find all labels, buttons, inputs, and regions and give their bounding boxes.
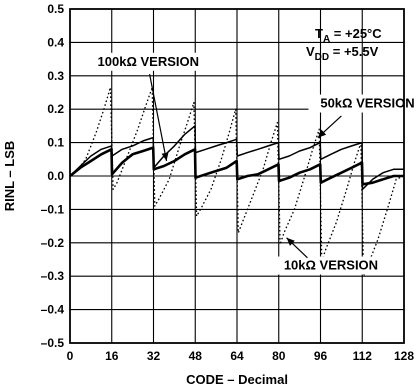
y-axis-label: RINL – LSB	[2, 141, 17, 212]
label-100k: 100kΩ VERSION	[98, 54, 199, 69]
x-tick-label: 0	[67, 349, 74, 363]
x-tick-label: 112	[353, 349, 373, 363]
label-50k-arrowhead	[317, 129, 327, 138]
y-tick-label: –0.5	[41, 336, 65, 350]
y-tick-label: 0.0	[47, 169, 64, 183]
label-10k: 10kΩ VERSION	[284, 258, 378, 273]
label-10k-arrowhead	[286, 237, 295, 246]
y-tick-label: –0.3	[41, 269, 65, 283]
label-50k: 50kΩ VERSION	[320, 96, 414, 111]
x-tick-label: 16	[105, 349, 119, 363]
annotation-layer: 100kΩ VERSION 50kΩ VERSION 10kΩ VERSION	[83, 52, 419, 275]
y-tick-label: 0.1	[47, 136, 64, 150]
y-tick-label: 0.3	[47, 69, 64, 83]
label-10k-bg	[271, 256, 390, 275]
condition-vdd: VDD = +5.5V	[306, 44, 379, 63]
x-tick-label: 96	[314, 349, 328, 363]
series-dotted	[69, 86, 405, 277]
x-tick-label: 64	[230, 349, 244, 363]
label-100k-leader	[148, 74, 168, 162]
y-tick-label: –0.1	[41, 202, 65, 216]
y-tick-label: 0.2	[47, 102, 64, 116]
series-thin-solid	[69, 125, 404, 191]
y-tick-label: 0.4	[47, 35, 64, 49]
label-100k-bg	[83, 52, 214, 71]
label-100k-arrowhead	[161, 152, 169, 161]
x-tick-label: 128	[394, 349, 414, 363]
x-axis-label: CODE – Decimal	[186, 372, 288, 387]
x-tick-label: 80	[272, 349, 286, 363]
y-tick-label: –0.4	[41, 303, 65, 317]
label-50k-bg	[308, 94, 419, 113]
tick-labels: 0 16 32 48 64 80 96 112 128 0.5 0.4 0.3 0.2 0.1 0.0 –0.…	[41, 2, 415, 363]
condition-ta: TA = +25°C	[315, 26, 382, 45]
y-tick-label: 0.5	[47, 2, 64, 16]
x-tick-label: 32	[147, 349, 161, 363]
plot-frame	[69, 8, 405, 344]
series-layer	[69, 86, 405, 277]
x-tick-label: 48	[189, 349, 203, 363]
y-tick-label: –0.2	[41, 236, 65, 250]
